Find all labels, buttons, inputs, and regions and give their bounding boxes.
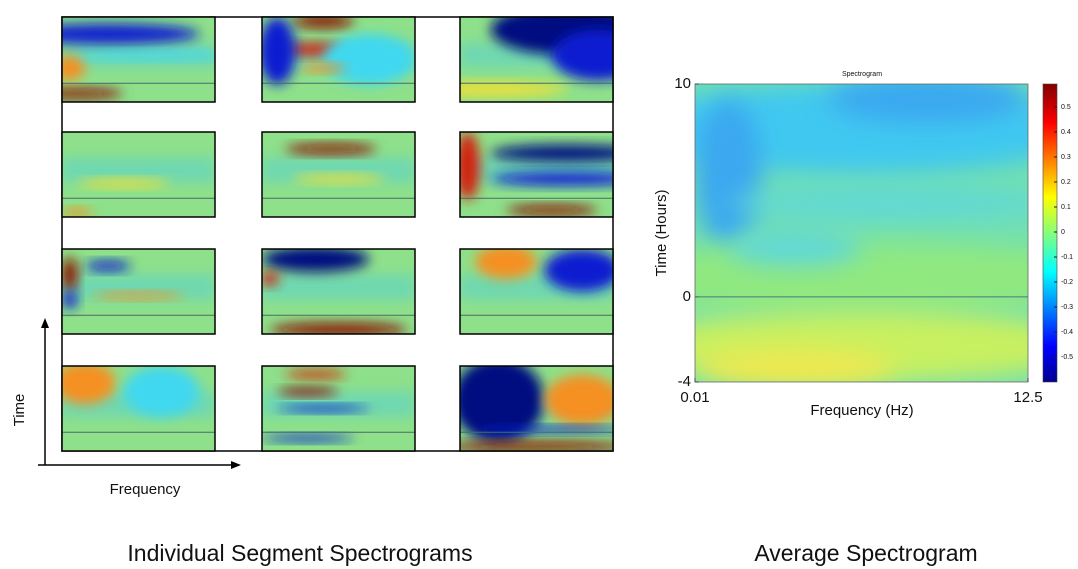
heatmap-blob <box>62 209 93 218</box>
heatmap-blob <box>414 82 567 96</box>
colorbar-tick-label: 0 <box>1061 229 1065 236</box>
frequency-label: Frequency <box>110 481 181 498</box>
segment-grid <box>16 4 644 452</box>
segment-spectrogram <box>262 366 415 451</box>
colorbar-tick-label: -0.3 <box>1061 304 1073 311</box>
colorbar-tick-label: -0.2 <box>1061 279 1073 286</box>
figure: Time Frequency Individual Segment Spectr… <box>0 0 1078 569</box>
colorbar-tick-label: 0.5 <box>1061 104 1071 111</box>
segment-spectrogram <box>460 245 621 334</box>
segment-spectrogram <box>62 132 215 217</box>
heatmap-blob <box>552 30 644 81</box>
right-caption: Average Spectrogram <box>754 540 977 566</box>
heatmap-blob <box>54 362 115 405</box>
colorbar-tick-label: -0.1 <box>1061 254 1073 261</box>
heatmap-band <box>262 275 415 301</box>
heatmap-blob <box>262 435 354 442</box>
heatmap-blob <box>455 132 479 200</box>
y-tick-label: 10 <box>674 75 691 92</box>
heatmap-band <box>262 392 415 418</box>
heatmap-blob <box>277 387 338 396</box>
heatmap-blob <box>260 272 278 286</box>
heatmap-blob <box>728 230 861 266</box>
segment-spectrogram <box>260 246 415 336</box>
colorbar <box>1043 84 1057 382</box>
heatmap-blob <box>93 292 185 299</box>
segment-spectrogram <box>445 358 629 452</box>
heatmap-blob <box>695 349 895 385</box>
colorbar-tick-label: 0.2 <box>1061 179 1071 186</box>
segment-spectrogram <box>259 14 415 102</box>
colorbar-tick-label: 0.3 <box>1061 154 1071 161</box>
x-tick-label: 0.01 <box>680 389 709 406</box>
heatmap-blob <box>277 405 369 412</box>
heatmap-blob <box>54 55 85 81</box>
heatmap-blob <box>16 24 200 44</box>
arrow-head <box>41 318 49 328</box>
heatmap-blob <box>85 261 131 271</box>
colorbar-tick-label: -0.5 <box>1061 354 1073 361</box>
heatmap-blob <box>293 175 385 184</box>
heatmap-blob <box>285 370 346 379</box>
heatmap-blob <box>123 366 200 417</box>
segment-spectrogram <box>62 249 215 334</box>
heatmap-blob <box>62 292 77 309</box>
segment-spectrogram <box>455 132 643 217</box>
left-caption: Individual Segment Spectrograms <box>127 540 472 566</box>
heatmap-blob <box>544 375 621 426</box>
segment-spectrogram <box>16 17 230 102</box>
heatmap-blob <box>491 145 644 162</box>
x-axis-label: Frequency (Hz) <box>810 402 913 419</box>
heatmap-blob <box>695 99 762 248</box>
colorbar-tick-label: 0.4 <box>1061 129 1071 136</box>
heatmap-blob <box>506 205 598 215</box>
heatmap-blob <box>491 172 644 186</box>
y-tick-label: -4 <box>678 373 691 390</box>
heatmap-blob <box>62 258 77 292</box>
x-tick-label: 12.5 <box>1013 389 1042 406</box>
heatmap-blob <box>77 179 169 188</box>
arrow-head <box>231 461 241 469</box>
heatmap-blob <box>31 88 123 98</box>
segment-spectrogram <box>414 4 643 102</box>
heatmap-blob <box>259 17 296 85</box>
segment-spectrogram <box>262 132 415 217</box>
segment-spectrogram <box>54 362 215 451</box>
heatmap-blob <box>544 249 621 292</box>
chart-title: Spectrogram <box>842 71 882 78</box>
heatmap-blob <box>285 144 377 154</box>
heatmap-blob <box>475 245 536 279</box>
colorbar-tick-label: -0.4 <box>1061 329 1073 336</box>
time-label: Time <box>11 394 28 427</box>
heatmap-blob <box>77 51 230 60</box>
y-tick-label: 0 <box>683 288 691 305</box>
y-axis-label: Time (Hours) <box>653 190 670 277</box>
heatmap-blob <box>300 64 346 73</box>
heatmap-blob <box>323 34 415 85</box>
heatmap-blob <box>262 246 369 272</box>
heatmap-blob <box>828 75 1028 123</box>
heatmap-blob <box>728 188 1061 218</box>
colorbar-tick-label: 0.1 <box>1061 204 1071 211</box>
